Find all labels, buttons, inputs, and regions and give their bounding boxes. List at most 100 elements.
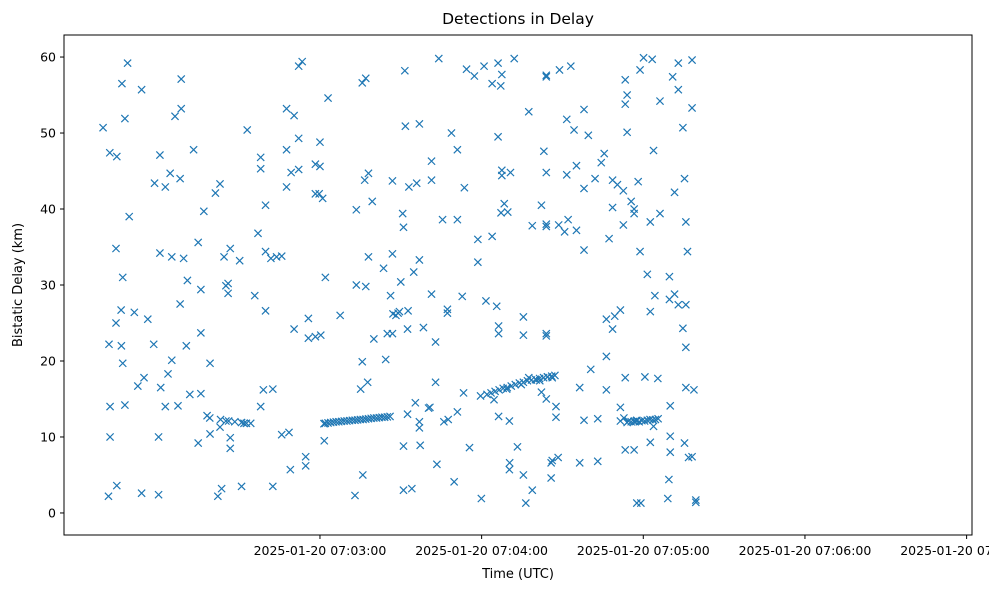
data-point-marker bbox=[593, 414, 602, 423]
data-point-marker bbox=[646, 307, 655, 316]
data-point-marker bbox=[634, 177, 643, 186]
plot-frame bbox=[63, 34, 973, 536]
data-point-marker bbox=[120, 114, 129, 123]
data-point-marker bbox=[415, 423, 424, 432]
data-point-marker bbox=[458, 292, 467, 301]
data-point-marker bbox=[290, 111, 299, 120]
data-point-marker bbox=[551, 402, 561, 411]
data-point-marker bbox=[167, 252, 176, 261]
data-point-marker bbox=[680, 439, 689, 448]
data-point-marker bbox=[161, 402, 170, 411]
data-point-marker bbox=[149, 340, 158, 349]
data-point-marker bbox=[586, 365, 595, 374]
data-point-marker bbox=[528, 486, 537, 495]
data-point-marker bbox=[111, 318, 121, 328]
data-point-marker bbox=[621, 75, 630, 84]
data-point-marker bbox=[646, 217, 655, 226]
data-point-marker bbox=[284, 428, 294, 437]
data-point-marker bbox=[427, 290, 436, 299]
data-point-marker bbox=[689, 385, 698, 394]
y-tick-label: 30 bbox=[40, 278, 56, 293]
data-point-marker bbox=[539, 147, 548, 156]
data-point-marker bbox=[363, 378, 372, 387]
data-point-marker bbox=[369, 334, 378, 343]
data-point-marker bbox=[206, 359, 215, 368]
data-point-marker bbox=[432, 460, 441, 469]
data-point-marker bbox=[250, 291, 259, 300]
data-point-marker bbox=[304, 314, 313, 323]
data-point-marker bbox=[591, 174, 600, 183]
data-point-marker bbox=[266, 254, 275, 263]
data-point-marker bbox=[404, 182, 413, 192]
data-point-marker bbox=[613, 180, 622, 189]
data-point-marker bbox=[524, 107, 533, 116]
y-axis-label: Bistatic Delay (km) bbox=[11, 223, 26, 347]
data-point-marker bbox=[320, 436, 329, 445]
data-point-marker bbox=[301, 461, 310, 470]
data-point-marker bbox=[575, 458, 584, 467]
data-point-marker bbox=[104, 340, 114, 349]
data-point-marker bbox=[358, 357, 367, 366]
data-point-marker bbox=[443, 309, 452, 318]
data-point-marker bbox=[316, 331, 325, 340]
data-point-marker bbox=[683, 247, 692, 256]
data-point-marker bbox=[542, 222, 551, 231]
data-point-marker bbox=[336, 311, 345, 320]
data-point-marker bbox=[294, 134, 303, 143]
data-point-marker bbox=[480, 62, 489, 71]
data-point-marker bbox=[425, 403, 434, 412]
data-point-marker bbox=[401, 122, 410, 131]
data-point-marker bbox=[547, 458, 556, 467]
data-point-marker bbox=[542, 329, 551, 338]
data-point-marker bbox=[678, 123, 687, 132]
data-point-marker bbox=[555, 65, 564, 74]
data-points bbox=[99, 53, 700, 508]
data-point-marker bbox=[294, 62, 303, 71]
data-point-marker bbox=[361, 74, 370, 83]
data-point-marker bbox=[311, 332, 320, 341]
data-point-marker bbox=[217, 484, 226, 493]
data-point-marker bbox=[593, 457, 602, 466]
data-point-marker bbox=[548, 456, 557, 465]
data-point-marker bbox=[358, 470, 367, 479]
data-point-marker bbox=[290, 325, 299, 334]
data-point-marker bbox=[584, 131, 593, 140]
data-point-marker bbox=[163, 369, 173, 378]
data-point-marker bbox=[506, 168, 515, 177]
data-point-marker bbox=[619, 186, 628, 195]
data-point-marker bbox=[311, 189, 320, 198]
data-point-marker bbox=[431, 337, 440, 347]
data-point-marker bbox=[670, 188, 679, 197]
data-point-marker bbox=[298, 57, 307, 66]
data-point-marker bbox=[399, 223, 408, 232]
data-point-marker bbox=[640, 372, 649, 381]
data-point-marker bbox=[600, 149, 609, 158]
data-point-marker bbox=[301, 452, 310, 461]
data-point-marker bbox=[111, 244, 121, 253]
data-point-marker bbox=[221, 416, 230, 426]
data-point-marker bbox=[398, 209, 407, 218]
data-point-marker bbox=[602, 385, 611, 394]
data-point-marker bbox=[216, 415, 225, 424]
data-point-marker bbox=[636, 247, 645, 256]
chart-title: Detections in Delay bbox=[442, 10, 594, 28]
data-point-marker bbox=[364, 169, 373, 178]
data-point-marker bbox=[579, 105, 589, 114]
data-point-marker bbox=[570, 125, 579, 135]
data-point-marker bbox=[481, 296, 490, 305]
data-point-marker bbox=[447, 128, 456, 138]
data-point-marker bbox=[494, 412, 503, 421]
data-point-marker bbox=[106, 432, 115, 442]
data-point-marker bbox=[503, 208, 512, 217]
data-point-marker bbox=[105, 148, 114, 157]
data-point-marker bbox=[318, 194, 327, 203]
data-point-marker bbox=[494, 59, 503, 68]
data-point-marker bbox=[616, 306, 625, 315]
data-point-marker bbox=[636, 65, 645, 74]
data-point-marker bbox=[674, 59, 683, 68]
data-point-marker bbox=[575, 383, 584, 392]
data-point-marker bbox=[649, 146, 658, 155]
data-point-marker bbox=[542, 220, 551, 229]
data-point-marker bbox=[230, 417, 239, 426]
data-point-marker bbox=[505, 416, 514, 426]
